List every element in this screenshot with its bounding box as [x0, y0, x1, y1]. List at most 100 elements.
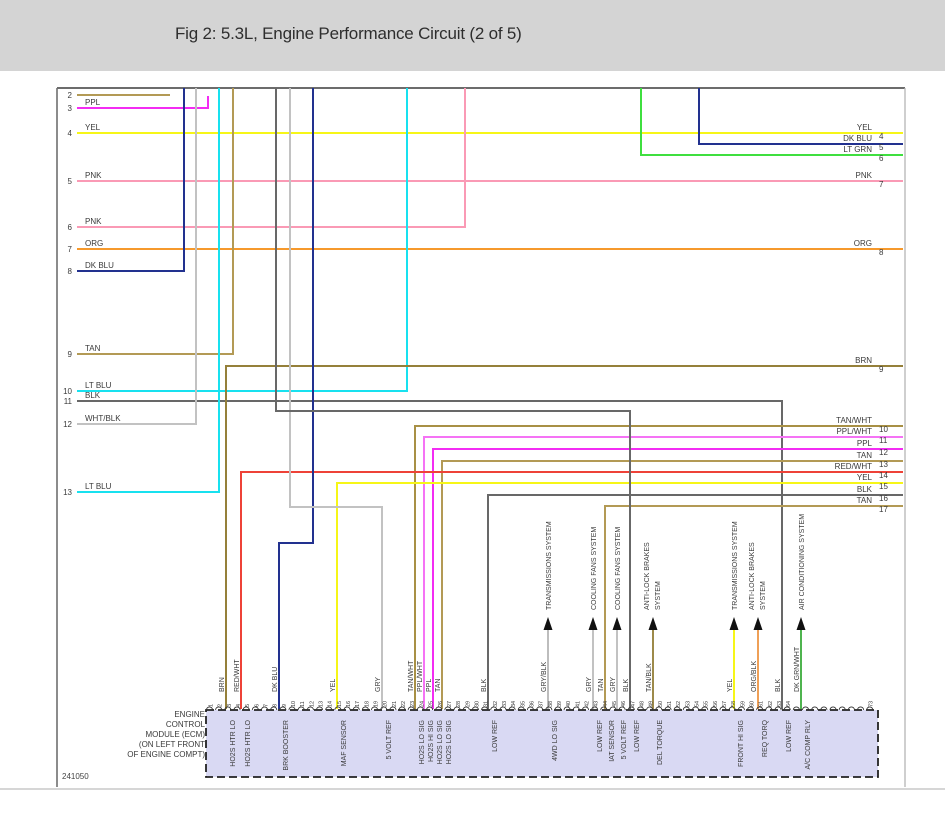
system-arrow-label: ANTI-LOCK BRAKES [644, 542, 651, 610]
left-pin-number-8: 8 [68, 267, 73, 276]
ecm-wire-color-label-17: ORG/BLK [751, 661, 758, 692]
left-wire-label-6: PNK [85, 217, 102, 226]
system-arrow-icon [753, 617, 763, 630]
left-pin-number-7: 7 [68, 245, 73, 254]
left-wire-label-9: TAN [85, 344, 101, 353]
ecm-pin-number-15: 15 [337, 701, 343, 707]
ecm-wire-color-label-3: YEL [330, 679, 337, 692]
ecm-pin-number-17: 17 [355, 701, 361, 707]
wire-dkblu-right [698, 88, 903, 145]
wire-ppl-sig [432, 448, 903, 709]
ecm-label-line: ENGINE [174, 710, 205, 719]
right-pin-number-9: 9 [879, 365, 884, 374]
ecm-pin-number-49: 49 [649, 701, 655, 707]
wire-tan-sig [441, 460, 903, 709]
ecm-pin-number-53: 53 [685, 701, 691, 707]
left-wire-label-10: LT BLU [85, 381, 112, 390]
ecm-pin-function-15: DEL TORQUE [657, 720, 664, 765]
right-wire-label-7: PNK [856, 171, 873, 180]
ecm-pin-number-24: 24 [419, 701, 425, 707]
ecm-pin-number-64: 64 [786, 701, 792, 707]
ecm-pin-function-6: HO2S HI SIG [428, 720, 435, 762]
ecm-wire-color-label-10: GRY/BLK [541, 661, 548, 692]
wire-blk-lowref [275, 88, 631, 709]
ecm-pin-number-21: 21 [392, 701, 398, 707]
right-pin-number-11: 11 [879, 436, 888, 445]
ecm-connector-box [205, 709, 879, 778]
system-arrow-label: COOLING FANS SYSTEM [615, 527, 622, 610]
wire-11-blk-b [487, 494, 903, 709]
right-wire-label-14: RED/WHT [835, 462, 872, 471]
ecm-pin-number-48: 48 [639, 701, 645, 707]
ecm-pin-number-13: 13 [319, 701, 325, 707]
ecm-pin-number-2: 2 [218, 704, 224, 707]
ecm-pin-number-38: 38 [548, 701, 554, 707]
left-pin-number-9: 9 [68, 350, 73, 359]
ecm-pin-number-30: 30 [474, 701, 480, 707]
ecm-pin-number-73: 73 [869, 701, 875, 707]
left-pin-number-10: 10 [63, 387, 72, 396]
system-arrow-icon [648, 617, 658, 630]
ecm-wire-color-label-2: DK BLU [272, 667, 279, 692]
ecm-wire-color-label-11: GRY [586, 677, 593, 692]
wire-brn [225, 365, 903, 709]
ecm-pin-function-16: FRONT HI SIG [738, 720, 745, 767]
system-arrow-label: COOLING FANS SYSTEM [591, 527, 598, 610]
ecm-wire-color-label-9: BLK [481, 678, 488, 692]
right-wire-label-5: DK BLU [843, 134, 872, 143]
ecm-pin-number-7: 7 [264, 704, 270, 707]
diagram-footnote: 241050 [62, 772, 89, 781]
right-wire-label-6: LT GRN [843, 145, 872, 154]
ecm-pin-function-4: 5 VOLT REF [386, 720, 393, 759]
system-arrow-icon [543, 617, 553, 630]
title-bar: Fig 2: 5.3L, Engine Performance Circuit … [0, 0, 945, 71]
ecm-pin-function-17: REQ TORQ [762, 719, 769, 757]
wire-6-pnk [77, 88, 466, 228]
ecm-pin-number-42: 42 [584, 701, 590, 707]
wire-11-blk-a [77, 400, 783, 709]
ecm-wire-color-label-15: TAN/BLK [646, 663, 653, 692]
ecm-pin-function-9: LOW REF [492, 720, 499, 752]
left-wire-label-12: WHT/BLK [85, 414, 121, 423]
right-wire-label-12: PPL [857, 439, 873, 448]
ecm-pin-function-2: BRK BOOSTER [283, 720, 290, 771]
ecm-pin-number-8: 8 [273, 704, 279, 707]
ecm-pin-function-8: HO2S LO SIG [446, 720, 453, 764]
system-arrow-icon [729, 617, 739, 630]
left-wire-label-8: DK BLU [85, 261, 114, 270]
ecm-wire-color-label-1: RED/WHT [234, 659, 241, 692]
ecm-pin-number-41: 41 [575, 701, 581, 707]
ecm-pin-function-14: LOW REF [634, 720, 641, 752]
right-pin-number-5: 5 [879, 143, 884, 152]
left-pin-number-4: 4 [68, 129, 73, 138]
system-arrow-label: AIR CONDITIONING SYSTEM [799, 514, 806, 610]
system-arrow-label: SYSTEM [760, 581, 767, 610]
ecm-pin-number-56: 56 [713, 701, 719, 707]
ecm-pin-number-6: 6 [254, 704, 260, 707]
ecm-pin-number-12: 12 [309, 701, 315, 707]
left-pin-number-13: 13 [63, 488, 72, 497]
wire-yel-maf [336, 482, 903, 709]
ecm-wire-color-label-19: DK GRN/WHT [794, 646, 801, 692]
right-pin-number-8: 8 [879, 248, 884, 257]
ecm-wire-color-label-18: BLK [775, 678, 782, 692]
right-pin-number-16: 16 [879, 494, 888, 503]
ecm-pin-number-57: 57 [722, 701, 728, 707]
page-title: Fig 2: 5.3L, Engine Performance Circuit … [175, 24, 522, 43]
right-pin-number-14: 14 [879, 471, 888, 480]
ecm-pin-function-1: HO2S HTR LO [245, 719, 252, 766]
ecm-pin-number-62: 62 [768, 701, 774, 707]
ecm-pin-number-23: 23 [410, 701, 416, 707]
ecm-pin-number-43: 43 [594, 701, 600, 707]
ecm-pin-function-13: 5 VOLT REF [621, 720, 628, 759]
ecm-pin-number-46: 46 [621, 701, 627, 707]
ecm-pin-number-27: 27 [447, 701, 453, 707]
ecm-pin-number-20: 20 [383, 701, 389, 707]
left-pin-number-3: 3 [68, 104, 73, 113]
right-pin-number-15: 15 [879, 482, 888, 491]
left-pin-number-11: 11 [64, 397, 73, 406]
wire-13-ltblu [77, 88, 220, 493]
ecm-pin-function-19: A/C COMP RLY [805, 720, 812, 770]
system-arrow-label: TRANSMISSIONS SYSTEM [546, 521, 553, 610]
wire-ltgrn-right [640, 88, 903, 156]
